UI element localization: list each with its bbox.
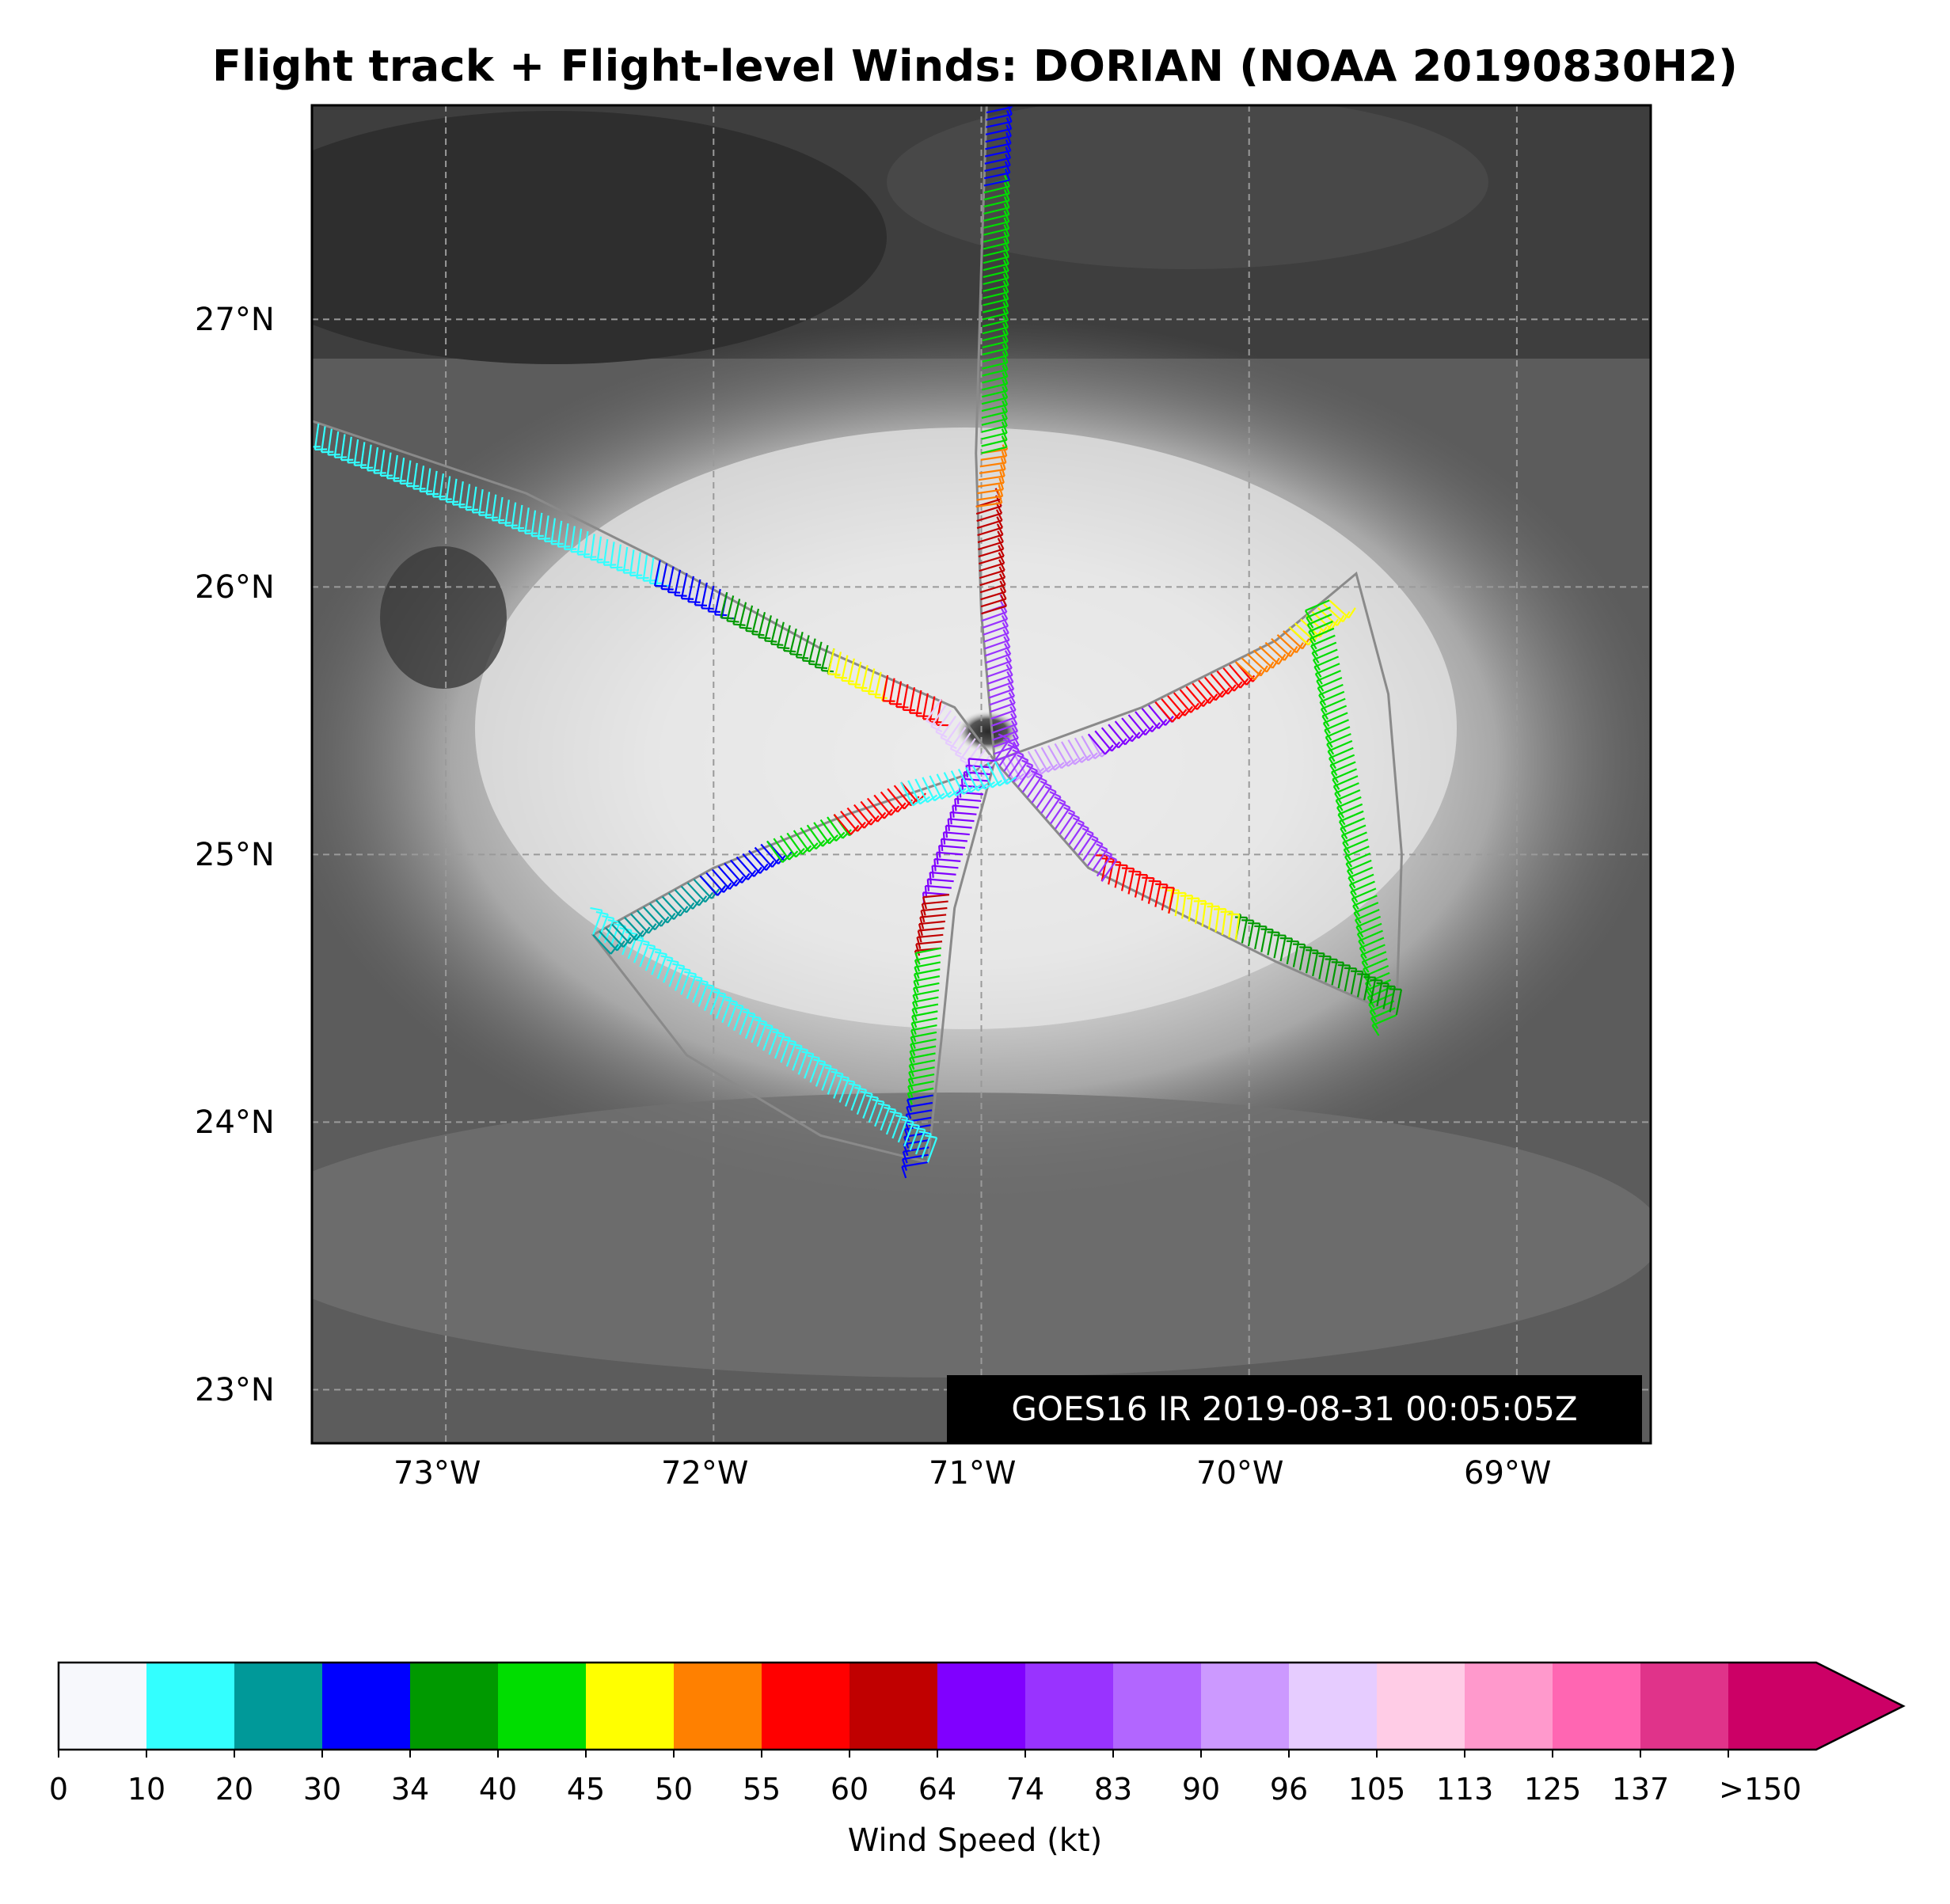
wind-barb-group bbox=[975, 437, 1009, 508]
lon-label-72: 72°W bbox=[661, 1455, 749, 1492]
colorbar-bin bbox=[59, 1663, 147, 1750]
colorbar-tick-label: 96 bbox=[1269, 1772, 1309, 1807]
colorbar-bin bbox=[586, 1663, 675, 1750]
wind-barb-group bbox=[592, 875, 727, 955]
lon-label-73: 73°W bbox=[393, 1455, 481, 1492]
wind-barb-group bbox=[983, 105, 1013, 187]
lat-label-27: 27°N bbox=[195, 302, 275, 338]
colorbar-tick-label: 20 bbox=[215, 1772, 254, 1807]
colorbar-bin bbox=[1553, 1663, 1641, 1750]
colorbar-tick-label: 45 bbox=[566, 1772, 606, 1807]
colorbar-bin bbox=[1113, 1663, 1202, 1750]
lat-label-26: 26°N bbox=[195, 569, 275, 606]
lon-label-71: 71°W bbox=[929, 1455, 1017, 1492]
wind-barb-group bbox=[699, 840, 793, 896]
colorbar-tick-label: 83 bbox=[1093, 1772, 1133, 1807]
colorbar-tick-label: 55 bbox=[742, 1772, 781, 1807]
colorbar-bin bbox=[937, 1663, 1026, 1750]
colorbar-tick-label: 40 bbox=[478, 1772, 518, 1807]
colorbar-bin bbox=[410, 1663, 499, 1750]
lat-label-23: 23°N bbox=[195, 1372, 275, 1408]
colorbar-bin bbox=[762, 1663, 850, 1750]
colorbar bbox=[57, 1661, 1906, 1758]
wind-barb-group bbox=[1160, 886, 1241, 941]
colorbar-tick-label: 10 bbox=[127, 1772, 166, 1807]
colorbar-tick-label: 0 bbox=[48, 1772, 69, 1807]
lat-label-24: 24°N bbox=[195, 1104, 275, 1141]
colorbar-tick-label: >150 bbox=[1719, 1772, 1802, 1807]
wind-barb-group bbox=[312, 420, 669, 587]
colorbar-tick-label: 50 bbox=[654, 1772, 694, 1807]
colorbar-bin-extend bbox=[1728, 1663, 1903, 1750]
wind-barb-group bbox=[882, 675, 949, 727]
wind-barb-group bbox=[590, 906, 938, 1163]
wind-barb-group bbox=[1304, 599, 1397, 1036]
colorbar-tick-label: 125 bbox=[1523, 1772, 1582, 1807]
map-plot bbox=[310, 104, 1652, 1445]
wind-barb-group bbox=[766, 814, 859, 864]
colorbar-label: Wind Speed (kt) bbox=[847, 1822, 1103, 1859]
lat-label-25: 25°N bbox=[195, 837, 275, 873]
wind-barb-group bbox=[1154, 661, 1261, 723]
colorbar-tick-label: 137 bbox=[1611, 1772, 1670, 1807]
colorbar-bin bbox=[1025, 1663, 1114, 1750]
satellite-image bbox=[312, 105, 1651, 1443]
wind-barb-group bbox=[975, 488, 1008, 615]
colorbar-bin bbox=[1289, 1663, 1378, 1750]
plot-frame bbox=[310, 104, 1652, 1445]
colorbar-bin bbox=[498, 1663, 587, 1750]
wind-barbs bbox=[312, 105, 1403, 1179]
colorbar-bin bbox=[674, 1663, 762, 1750]
wind-barb-group bbox=[1228, 913, 1403, 1016]
lon-label-70: 70°W bbox=[1196, 1455, 1284, 1492]
colorbar-bin bbox=[1465, 1663, 1553, 1750]
colorbar-bin bbox=[1640, 1663, 1729, 1750]
lon-label-69: 69°W bbox=[1464, 1455, 1552, 1492]
colorbar-tick-label: 90 bbox=[1181, 1772, 1221, 1807]
colorbar-tick-label: 105 bbox=[1348, 1772, 1406, 1807]
wind-barb-group bbox=[900, 760, 1017, 807]
colorbar-tick-label: 74 bbox=[1005, 1772, 1045, 1807]
wind-barb-group bbox=[914, 894, 950, 963]
colorbar-tick-label: 64 bbox=[918, 1772, 957, 1807]
wind-barb-group bbox=[981, 594, 1021, 762]
wind-barb-group bbox=[1087, 701, 1181, 755]
colorbar-bin bbox=[1201, 1663, 1290, 1750]
colorbar-bin bbox=[234, 1663, 323, 1750]
wind-barb-group bbox=[981, 168, 1010, 454]
colorbar-bin bbox=[850, 1663, 938, 1750]
wind-barb-group bbox=[1095, 854, 1175, 914]
image-timestamp: GOES16 IR 2019-08-31 00:05:05Z bbox=[947, 1375, 1642, 1442]
chart-title: Flight track + Flight-level Winds: DORIA… bbox=[211, 41, 1739, 91]
colorbar-tick-label: 113 bbox=[1435, 1772, 1494, 1807]
colorbar-tick-label: 60 bbox=[830, 1772, 869, 1807]
wind-barb-group bbox=[720, 591, 840, 676]
colorbar-tick-label: 30 bbox=[302, 1772, 342, 1807]
colorbar-bin bbox=[322, 1663, 411, 1750]
colorbar-bin bbox=[146, 1663, 235, 1750]
colorbar-bin bbox=[1377, 1663, 1465, 1750]
colorbar-tick-label: 34 bbox=[390, 1772, 430, 1807]
